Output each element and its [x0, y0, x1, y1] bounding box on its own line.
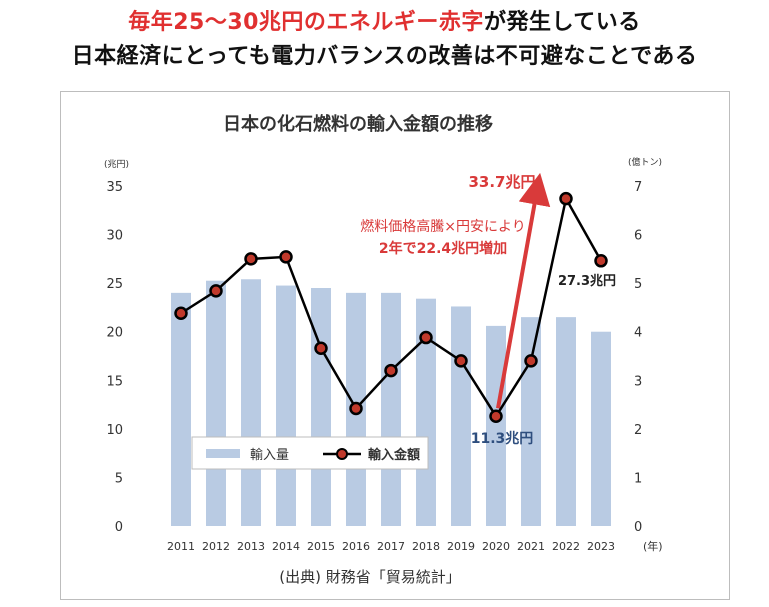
point-2021: [524, 354, 538, 368]
x-tick: 2017: [377, 540, 405, 553]
x-tick: 2014: [272, 540, 300, 553]
bar-2011: [171, 292, 191, 526]
chart-svg: 日本の化石燃料の輸入金額の推移 (兆円) (億トン) (年) 051015202…: [104, 113, 663, 586]
bar-2014: [276, 285, 296, 526]
point-2014: [279, 250, 293, 264]
x-tick: 2013: [237, 540, 265, 553]
bar-2020: [486, 325, 506, 526]
headline-rest: が発生している: [483, 10, 641, 35]
x-tick: 2021: [517, 540, 545, 553]
point-2016: [349, 401, 363, 416]
annotation-increase: 2年で22.4兆円増加: [379, 240, 507, 257]
y-left-tick: 5: [115, 471, 123, 486]
x-tick: 2011: [167, 540, 195, 553]
bar-2021: [521, 317, 541, 526]
label-2023: 27.3兆円: [558, 273, 616, 289]
headline-line-1: 毎年25〜30兆円のエネルギー赤字が発生している: [0, 4, 769, 36]
y-left-tick: 30: [106, 229, 123, 244]
y-left-tick: 25: [106, 277, 123, 292]
increase-arrow: [496, 172, 551, 409]
bar-2015: [311, 288, 331, 526]
y-left-tick: 20: [106, 326, 123, 341]
chart-title: 日本の化石燃料の輸入金額の推移: [223, 113, 493, 135]
label-2022: 33.7兆円: [468, 173, 535, 191]
x-tick: 2016: [342, 540, 370, 553]
bar-2022: [556, 317, 576, 526]
y-right-tick: 6: [634, 229, 642, 244]
y-right-tick: 2: [634, 423, 642, 438]
bar-2017: [381, 292, 401, 526]
headline-highlight: 毎年25〜30兆円のエネルギー赤字: [128, 10, 484, 35]
y-right-unit: (億トン): [628, 156, 662, 168]
point-2013: [244, 252, 258, 266]
headline-line-2: 日本経済にとっても電力バランスの改善は不可避なことである: [71, 44, 698, 69]
point-2012: [209, 284, 223, 298]
x-tick: 2015: [307, 540, 335, 553]
legend-swatch-bar: [206, 449, 240, 458]
label-2020: 11.3兆円: [471, 431, 534, 447]
point-2023: [594, 254, 608, 268]
legend-swatch-marker: [336, 448, 348, 460]
source-note: (出典) 財務省「貿易統計」: [279, 568, 460, 586]
point-2018: [419, 330, 433, 345]
bar-2019: [451, 306, 471, 526]
bar-2012: [206, 280, 226, 526]
chart-card: 日本の化石燃料の輸入金額の推移 (兆円) (億トン) (年) 0 5 10 15 20 2…: [60, 91, 730, 600]
bar-2013: [241, 279, 261, 526]
y-right-tick: 5: [634, 277, 642, 292]
x-tick: 2020: [482, 540, 510, 553]
x-tick: 2022: [552, 540, 580, 553]
y-left-tick: 15: [106, 374, 123, 389]
y-right-tick: 3: [634, 374, 642, 389]
y-right-tick: 4: [634, 326, 642, 341]
x-unit: (年): [643, 539, 663, 553]
y-left-tick: 0: [115, 520, 123, 535]
point-2015: [314, 341, 328, 355]
x-tick: 2012: [202, 540, 230, 553]
point-2022: [559, 191, 573, 206]
y-right-tick: 7: [634, 180, 642, 195]
x-tick: 2019: [447, 540, 475, 553]
y-right-tick: 0: [634, 520, 642, 535]
point-2011: [174, 306, 188, 321]
point-2019: [454, 354, 468, 368]
y-right-tick: 1: [634, 471, 642, 486]
y-left-unit: (兆円): [104, 159, 129, 170]
legend-label-bar: 輸入量: [250, 448, 289, 463]
annotation-cause: 燃料価格高騰×円安により: [360, 218, 525, 235]
legend-label-line: 輸入金額: [368, 447, 420, 463]
x-tick: 2023: [587, 540, 615, 553]
bar-2023: [591, 331, 611, 526]
y-left-tick: 35: [106, 180, 123, 195]
y-left-tick: 10: [106, 423, 123, 438]
point-2020: [489, 409, 503, 423]
point-2017: [384, 363, 398, 378]
x-tick: 2018: [412, 540, 440, 553]
